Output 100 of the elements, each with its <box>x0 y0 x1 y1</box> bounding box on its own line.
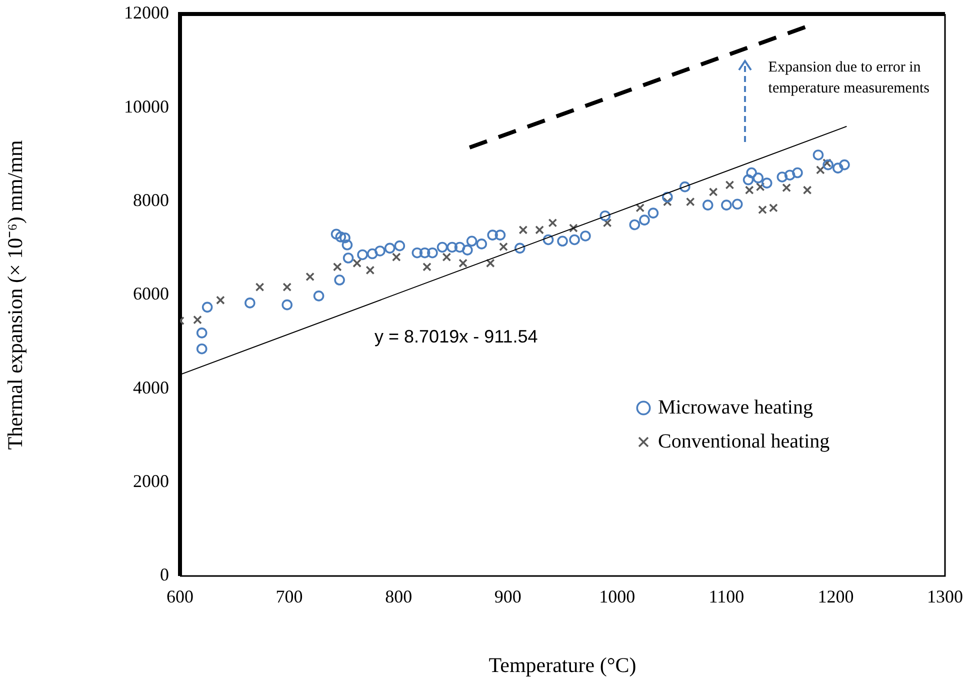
point <box>454 242 466 253</box>
point <box>744 186 754 195</box>
y-tick-label: 10000 <box>124 96 169 116</box>
point <box>752 172 764 184</box>
point <box>487 230 498 240</box>
point <box>721 200 732 210</box>
point <box>776 172 788 182</box>
point <box>629 219 640 230</box>
point <box>758 205 767 214</box>
point <box>802 186 812 195</box>
point <box>662 197 672 206</box>
point <box>330 228 342 240</box>
point <box>335 232 346 242</box>
x-tick-label: 800 <box>385 586 412 607</box>
y-tick-label: 12000 <box>124 2 169 23</box>
x-axis-title: Temperature (°C) <box>488 652 636 677</box>
x-tick-label: 1300 <box>927 586 963 607</box>
point <box>216 296 225 305</box>
legend-label: Microwave heating <box>658 396 813 418</box>
point <box>662 192 673 203</box>
point <box>334 274 345 286</box>
y-tick-label: 0 <box>160 564 169 585</box>
point <box>816 166 825 174</box>
point <box>446 242 458 253</box>
point <box>792 167 803 178</box>
legend-label: Conventional heating <box>658 430 830 452</box>
point <box>702 200 714 210</box>
y-tick-label: 2000 <box>133 471 169 492</box>
point <box>394 240 406 252</box>
point <box>839 159 850 170</box>
point <box>580 230 591 242</box>
annotation: Expansion due to error in temperature measurements <box>768 59 930 96</box>
point <box>462 244 473 256</box>
x-tick-label: 700 <box>276 586 303 607</box>
x-tick-label: 600 <box>166 586 194 607</box>
point <box>412 247 423 258</box>
point <box>768 203 778 212</box>
x-tick-label: 900 <box>494 586 522 607</box>
point <box>357 249 368 260</box>
point <box>442 252 452 262</box>
point <box>422 262 432 272</box>
point <box>427 247 438 258</box>
point <box>535 225 544 234</box>
annotation: y = 8.7019x - 911.54 <box>374 326 538 347</box>
point <box>499 242 508 252</box>
point <box>342 252 354 264</box>
x-tick-label: 1100 <box>708 586 744 607</box>
point <box>822 159 834 170</box>
point <box>392 252 401 262</box>
point <box>514 242 526 254</box>
point <box>732 198 743 210</box>
point <box>419 247 430 258</box>
point <box>486 258 495 268</box>
point <box>548 218 558 228</box>
point <box>196 328 208 338</box>
point <box>282 282 292 292</box>
y-tick-label: 4000 <box>133 377 169 398</box>
point <box>436 242 448 253</box>
point <box>746 167 757 178</box>
point <box>352 258 362 268</box>
point <box>466 236 478 247</box>
point <box>784 170 796 181</box>
point <box>782 183 791 192</box>
point <box>600 210 611 222</box>
point <box>542 234 554 246</box>
point <box>742 174 754 186</box>
point <box>332 262 342 272</box>
point <box>602 218 612 228</box>
x-tick-label: 1000 <box>599 586 636 607</box>
point <box>725 180 734 190</box>
y-tick-label: 6000 <box>133 284 169 304</box>
point <box>374 246 386 256</box>
point <box>340 232 350 244</box>
point <box>812 150 824 160</box>
point <box>708 188 718 196</box>
point <box>384 242 396 254</box>
point <box>282 299 292 310</box>
y-tick-label: 8000 <box>133 190 169 210</box>
point <box>822 158 832 168</box>
point <box>342 239 353 250</box>
point <box>306 272 314 282</box>
point <box>476 238 488 250</box>
point <box>680 181 690 192</box>
point <box>557 236 568 247</box>
point <box>761 178 772 188</box>
point <box>568 224 578 232</box>
point <box>458 258 468 268</box>
point <box>756 182 765 192</box>
y-axis-title: Thermal expansion (× 10⁻⁶) mm/mm <box>3 140 28 450</box>
point <box>202 302 213 313</box>
point <box>196 343 208 354</box>
point <box>648 208 659 218</box>
point <box>494 230 506 240</box>
point <box>686 197 695 206</box>
point <box>366 266 375 275</box>
point <box>313 290 324 302</box>
point <box>569 234 580 246</box>
point <box>366 248 378 260</box>
point <box>255 282 264 292</box>
point <box>193 315 202 324</box>
